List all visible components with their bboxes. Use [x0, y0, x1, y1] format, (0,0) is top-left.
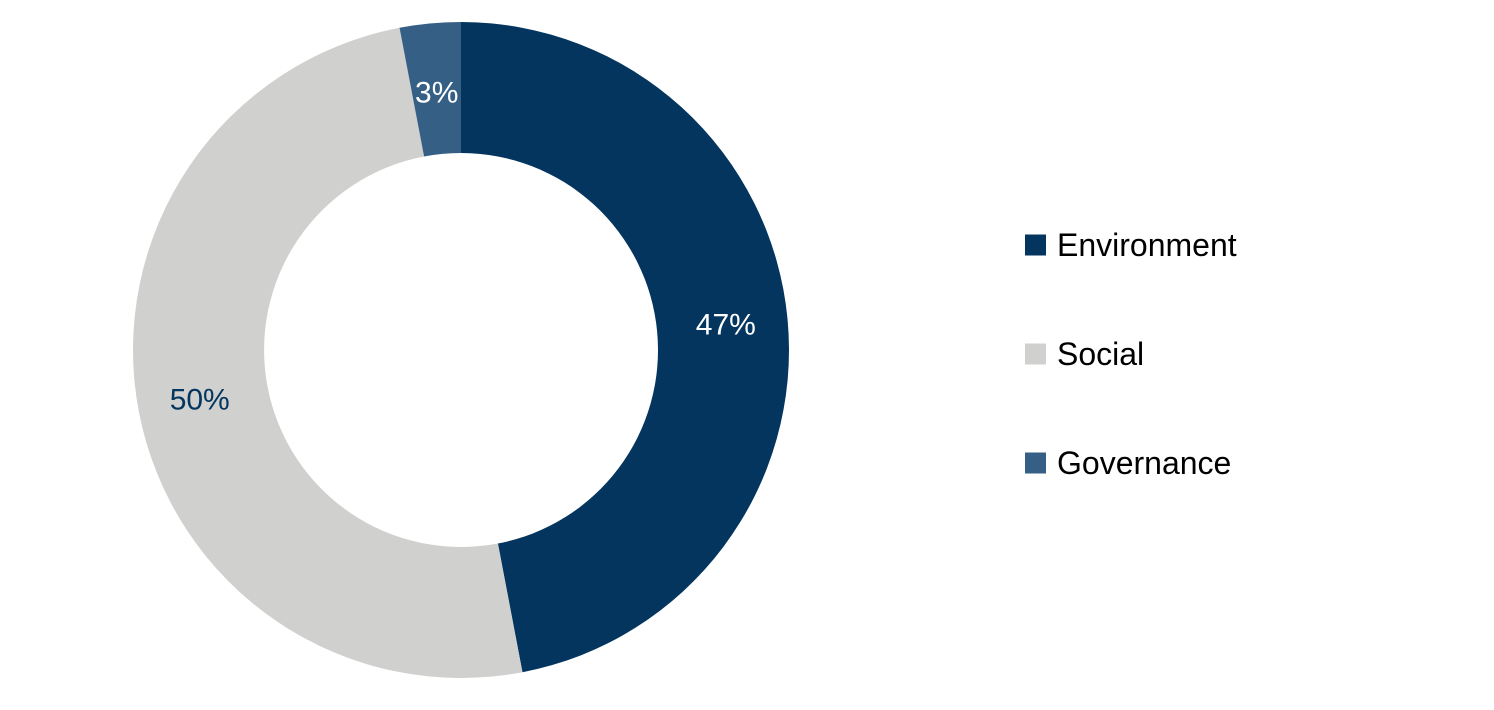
data-labels: 47% 50% 3%	[170, 77, 756, 417]
legend-label-environment: Environment	[1057, 227, 1237, 263]
data-label-governance: 3%	[415, 77, 458, 110]
legend-label-social: Social	[1057, 336, 1144, 372]
data-label-environment: 47%	[696, 308, 756, 341]
slice-environment	[461, 22, 790, 673]
data-label-social: 50%	[170, 383, 230, 416]
legend-swatch-social	[1025, 343, 1046, 365]
legend-swatch-governance	[1025, 452, 1046, 474]
legend-label-governance: Governance	[1057, 445, 1231, 481]
slices	[132, 22, 790, 679]
legend-swatch-environment	[1025, 234, 1046, 256]
slice-governance	[399, 22, 461, 157]
slice-social	[132, 27, 523, 679]
legend: Environment Social Governance	[1025, 227, 1237, 481]
